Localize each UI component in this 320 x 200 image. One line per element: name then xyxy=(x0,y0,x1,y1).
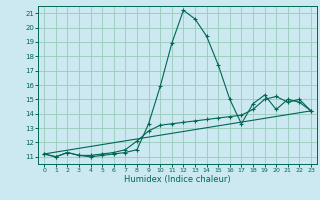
X-axis label: Humidex (Indice chaleur): Humidex (Indice chaleur) xyxy=(124,175,231,184)
